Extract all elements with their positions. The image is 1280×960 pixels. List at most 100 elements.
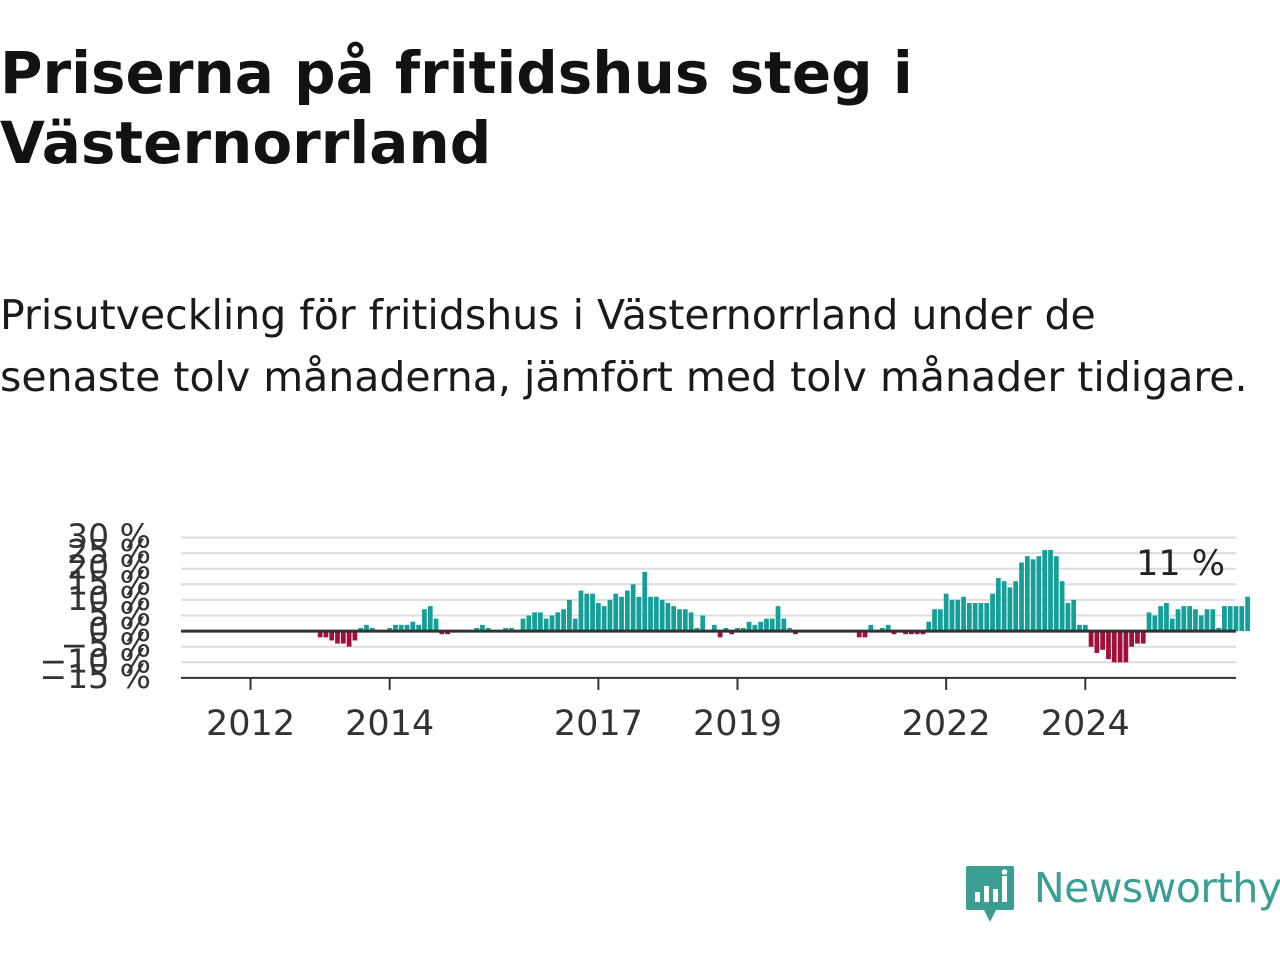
bar (630, 584, 636, 632)
bar (1019, 562, 1024, 632)
bar (694, 627, 700, 632)
bar (955, 599, 961, 632)
bar (972, 603, 978, 632)
bar (1198, 615, 1204, 632)
bar (613, 593, 619, 632)
bar (700, 615, 706, 632)
bar (1164, 603, 1169, 632)
bar (1013, 581, 1019, 632)
bar (729, 631, 735, 635)
bar (410, 621, 416, 632)
bar (503, 627, 508, 632)
bar (335, 631, 340, 644)
bar (1065, 603, 1071, 632)
bar (1239, 606, 1245, 632)
bar (1024, 556, 1030, 632)
bar (862, 631, 868, 638)
bar (1204, 609, 1210, 632)
bar (607, 599, 613, 632)
bar (1030, 559, 1036, 632)
bar (474, 627, 480, 632)
y-tick-label: 20 % (67, 548, 151, 587)
bar (636, 596, 642, 632)
bar (1001, 581, 1007, 632)
last-value-label: 11 % (1136, 544, 1225, 584)
bar (943, 593, 949, 632)
bar (323, 631, 329, 638)
bar (398, 624, 404, 632)
bar (532, 612, 537, 632)
bar (1048, 549, 1053, 632)
bar (966, 603, 972, 632)
bar (1181, 606, 1187, 632)
bar (758, 621, 764, 632)
bar (555, 612, 561, 632)
y-tick-label: −10 % (40, 641, 152, 680)
bar (346, 631, 352, 647)
bar (393, 624, 398, 632)
bar (317, 631, 323, 638)
bar-chart: 30 %25 %20 %15 %10 %5 %0 %−5 %−10 %−15 %… (40, 517, 1250, 744)
bar (364, 624, 369, 632)
bar (711, 624, 717, 632)
bar (746, 621, 752, 632)
bar (1216, 627, 1221, 632)
bar (1222, 606, 1227, 632)
x-tick-label: 2012 (206, 704, 295, 744)
bar (787, 627, 793, 632)
bar (723, 627, 729, 632)
chart-subtitle: Prisutveckling för fritidshus i Västerno… (0, 291, 1248, 401)
bar (764, 618, 769, 632)
bar (920, 631, 926, 635)
bar (1193, 609, 1198, 632)
bar (1175, 609, 1181, 632)
bar (1036, 556, 1042, 632)
bar (914, 631, 920, 635)
bar (340, 631, 346, 644)
bar (769, 618, 775, 632)
y-tick-label: 5 % (88, 595, 151, 634)
bar (590, 593, 595, 632)
y-tick-label: −15 % (40, 657, 152, 696)
bar (595, 603, 601, 632)
bar (404, 624, 410, 632)
bar (1227, 606, 1233, 632)
bar (1111, 631, 1117, 663)
bar (1059, 581, 1065, 632)
bar (1158, 606, 1164, 632)
bar (1094, 631, 1100, 653)
bar (485, 627, 491, 632)
bar (445, 631, 451, 635)
newsworthy-logo: Newsworthy (962, 862, 1280, 932)
y-tick-label: −5 % (61, 626, 152, 665)
bar (422, 609, 427, 632)
bar (578, 590, 584, 632)
bar (642, 571, 648, 632)
bar (926, 621, 932, 632)
bar (601, 606, 607, 632)
bar (1100, 631, 1106, 650)
bar (1042, 549, 1048, 632)
bar (509, 627, 514, 632)
chart-title: Priserna på fritidshus steg i Västernorr… (0, 39, 913, 177)
bar (1071, 599, 1077, 632)
bar (329, 631, 335, 641)
bar (659, 599, 665, 632)
y-tick-label: 10 % (67, 579, 151, 618)
bar (990, 593, 995, 632)
bar (775, 606, 781, 632)
bar (526, 615, 532, 632)
bar (735, 627, 740, 632)
bar (480, 624, 485, 632)
y-tick-label: 0 % (88, 610, 151, 649)
bar (1187, 606, 1192, 632)
bar (549, 615, 555, 632)
bar (1233, 606, 1239, 632)
bar (949, 599, 955, 632)
x-tick-label: 2014 (345, 704, 434, 744)
bar (868, 624, 874, 632)
x-tick-label: 2022 (902, 704, 991, 744)
bar (909, 631, 914, 635)
bar (856, 631, 862, 638)
bar (880, 627, 885, 632)
